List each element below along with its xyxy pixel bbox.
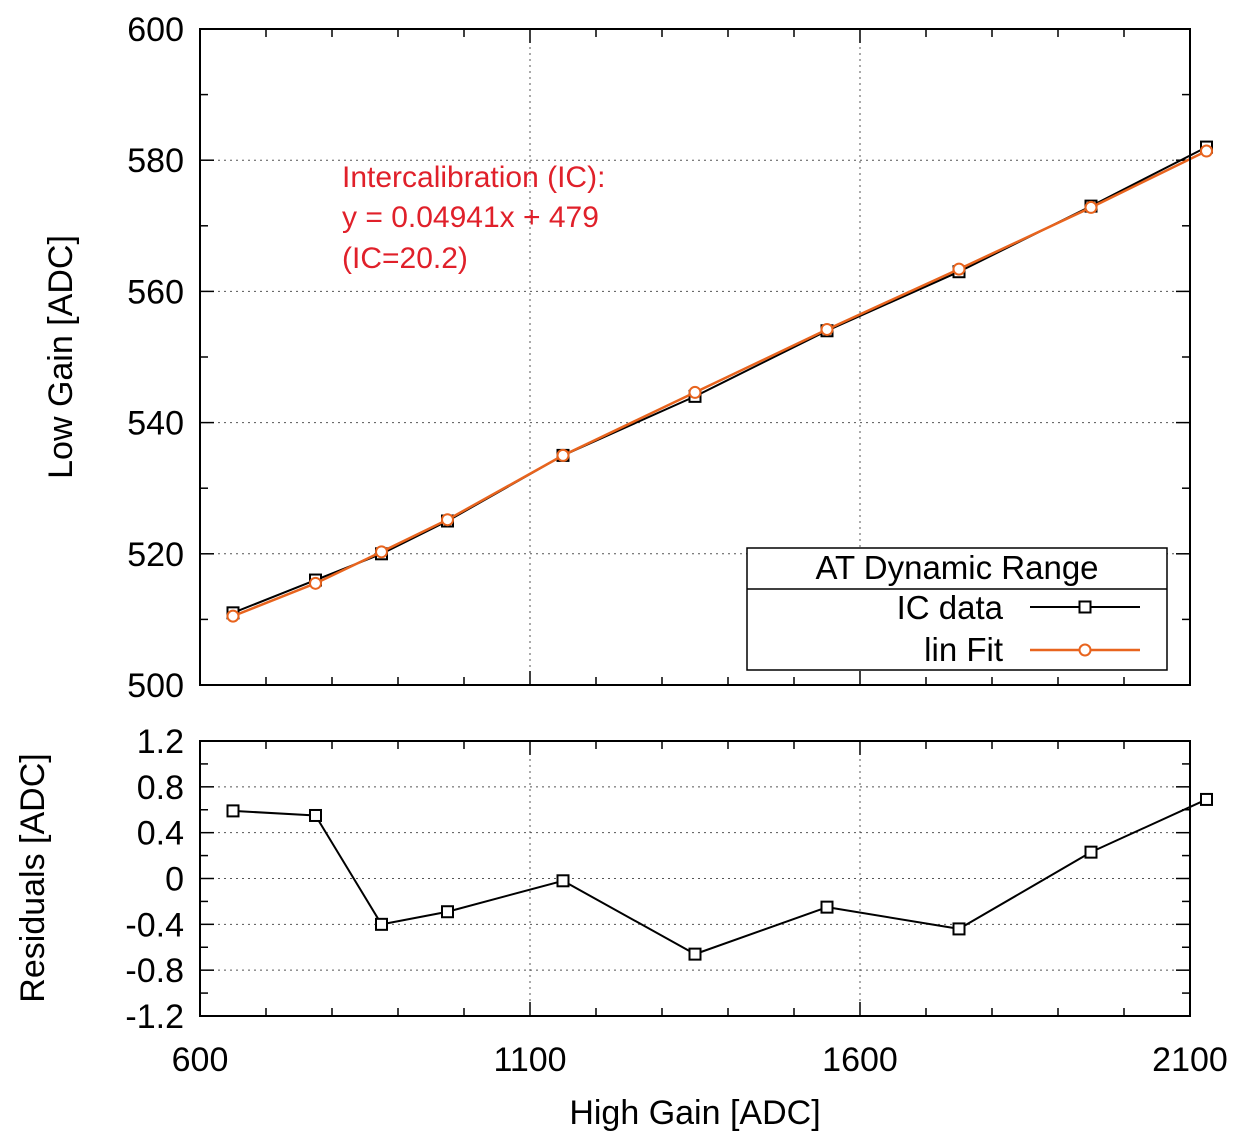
residuals-plot-area bbox=[200, 741, 1190, 1016]
residuals-point bbox=[226, 804, 240, 818]
main-y-tick-label: 600 bbox=[127, 11, 184, 49]
annotation-line-1: Intercalibration (IC): bbox=[342, 161, 605, 194]
residuals-y-axis-label: Residuals [ADC] bbox=[14, 753, 52, 1002]
main-y-tick-label: 540 bbox=[127, 405, 184, 443]
x-axis-label: High Gain [ADC] bbox=[569, 1094, 820, 1132]
annotation-line-2: y = 0.04941x + 479 bbox=[342, 201, 599, 234]
legend-marker-circle bbox=[1078, 643, 1092, 657]
lin-fit-point bbox=[688, 385, 702, 399]
main-y-axis-label: Low Gain [ADC] bbox=[42, 235, 80, 479]
residuals-point bbox=[820, 900, 834, 914]
lin-fit-point bbox=[226, 609, 240, 623]
legend: AT Dynamic Range IC data lin Fit bbox=[746, 547, 1168, 671]
x-tick-label: 2100 bbox=[1152, 1041, 1228, 1079]
residuals-point bbox=[375, 917, 388, 931]
main-panel: 500 520 540 560 580 600 Low Gain [ADC] Interc… bbox=[42, 11, 1213, 705]
main-y-tick-labels: 500 520 540 560 580 600 bbox=[127, 11, 184, 705]
legend-title: AT Dynamic Range bbox=[815, 549, 1098, 586]
annotation-line-3: (IC=20.2) bbox=[342, 242, 468, 275]
residuals-point bbox=[1200, 792, 1213, 806]
residuals-y-tick-label: 0 bbox=[165, 861, 184, 899]
residuals-panel: 1.2 0.8 0.4 0 -0.4 -0.8 -1.2 600 1100 1600 2100 R… bbox=[14, 723, 1228, 1132]
residuals-y-tick-label: 1.2 bbox=[137, 723, 184, 761]
residuals-point bbox=[441, 905, 454, 919]
lin-fit-point bbox=[952, 262, 966, 276]
x-tick-label: 1600 bbox=[822, 1041, 898, 1079]
residuals-point bbox=[556, 874, 570, 888]
main-y-tick-label: 520 bbox=[127, 536, 184, 574]
x-tick-label: 1100 bbox=[493, 1041, 566, 1079]
residuals-point bbox=[1084, 845, 1098, 859]
lin-fit-point bbox=[309, 576, 322, 590]
x-tick-label: 600 bbox=[172, 1041, 229, 1079]
residuals-y-tick-label: -1.2 bbox=[125, 998, 184, 1036]
residuals-y-tick-label: -0.4 bbox=[125, 906, 184, 944]
annotation-block: Intercalibration (IC): y = 0.04941x + 47… bbox=[342, 161, 605, 275]
lin-fit-line bbox=[232, 149, 1208, 618]
lin-fit-point bbox=[1200, 144, 1213, 158]
lin-fit-point bbox=[375, 545, 388, 559]
residuals-point bbox=[688, 947, 702, 961]
residuals-point bbox=[309, 808, 322, 822]
legend-entry-ic-data: IC data bbox=[897, 589, 1004, 626]
residuals-plot-frame bbox=[199, 740, 1191, 1017]
x-tick-labels: 600 1100 1600 2100 bbox=[172, 1041, 1228, 1079]
residuals-line bbox=[232, 798, 1207, 956]
residuals-grid bbox=[200, 741, 1190, 1016]
residuals-y-tick-label: 0.8 bbox=[137, 769, 184, 807]
residuals-point bbox=[952, 922, 966, 936]
residuals-series bbox=[226, 792, 1213, 961]
main-series bbox=[226, 140, 1213, 623]
lin-fit-point bbox=[556, 448, 570, 462]
residuals-y-tick-label: -0.8 bbox=[125, 952, 184, 990]
main-y-tick-label: 580 bbox=[127, 142, 184, 180]
lin-fit-point bbox=[820, 322, 834, 336]
legend-entry-lin-fit: lin Fit bbox=[924, 631, 1003, 668]
main-y-tick-label: 500 bbox=[127, 667, 184, 705]
lin-fit-point bbox=[441, 513, 454, 527]
residuals-y-tick-label: 0.4 bbox=[137, 815, 184, 853]
residuals-y-tick-labels: 1.2 0.8 0.4 0 -0.4 -0.8 -1.2 bbox=[125, 723, 184, 1036]
lin-fit-point bbox=[1084, 200, 1098, 214]
main-plot-frame bbox=[199, 28, 1191, 686]
main-y-tick-label: 560 bbox=[127, 273, 184, 311]
legend-marker-square bbox=[1078, 600, 1092, 614]
